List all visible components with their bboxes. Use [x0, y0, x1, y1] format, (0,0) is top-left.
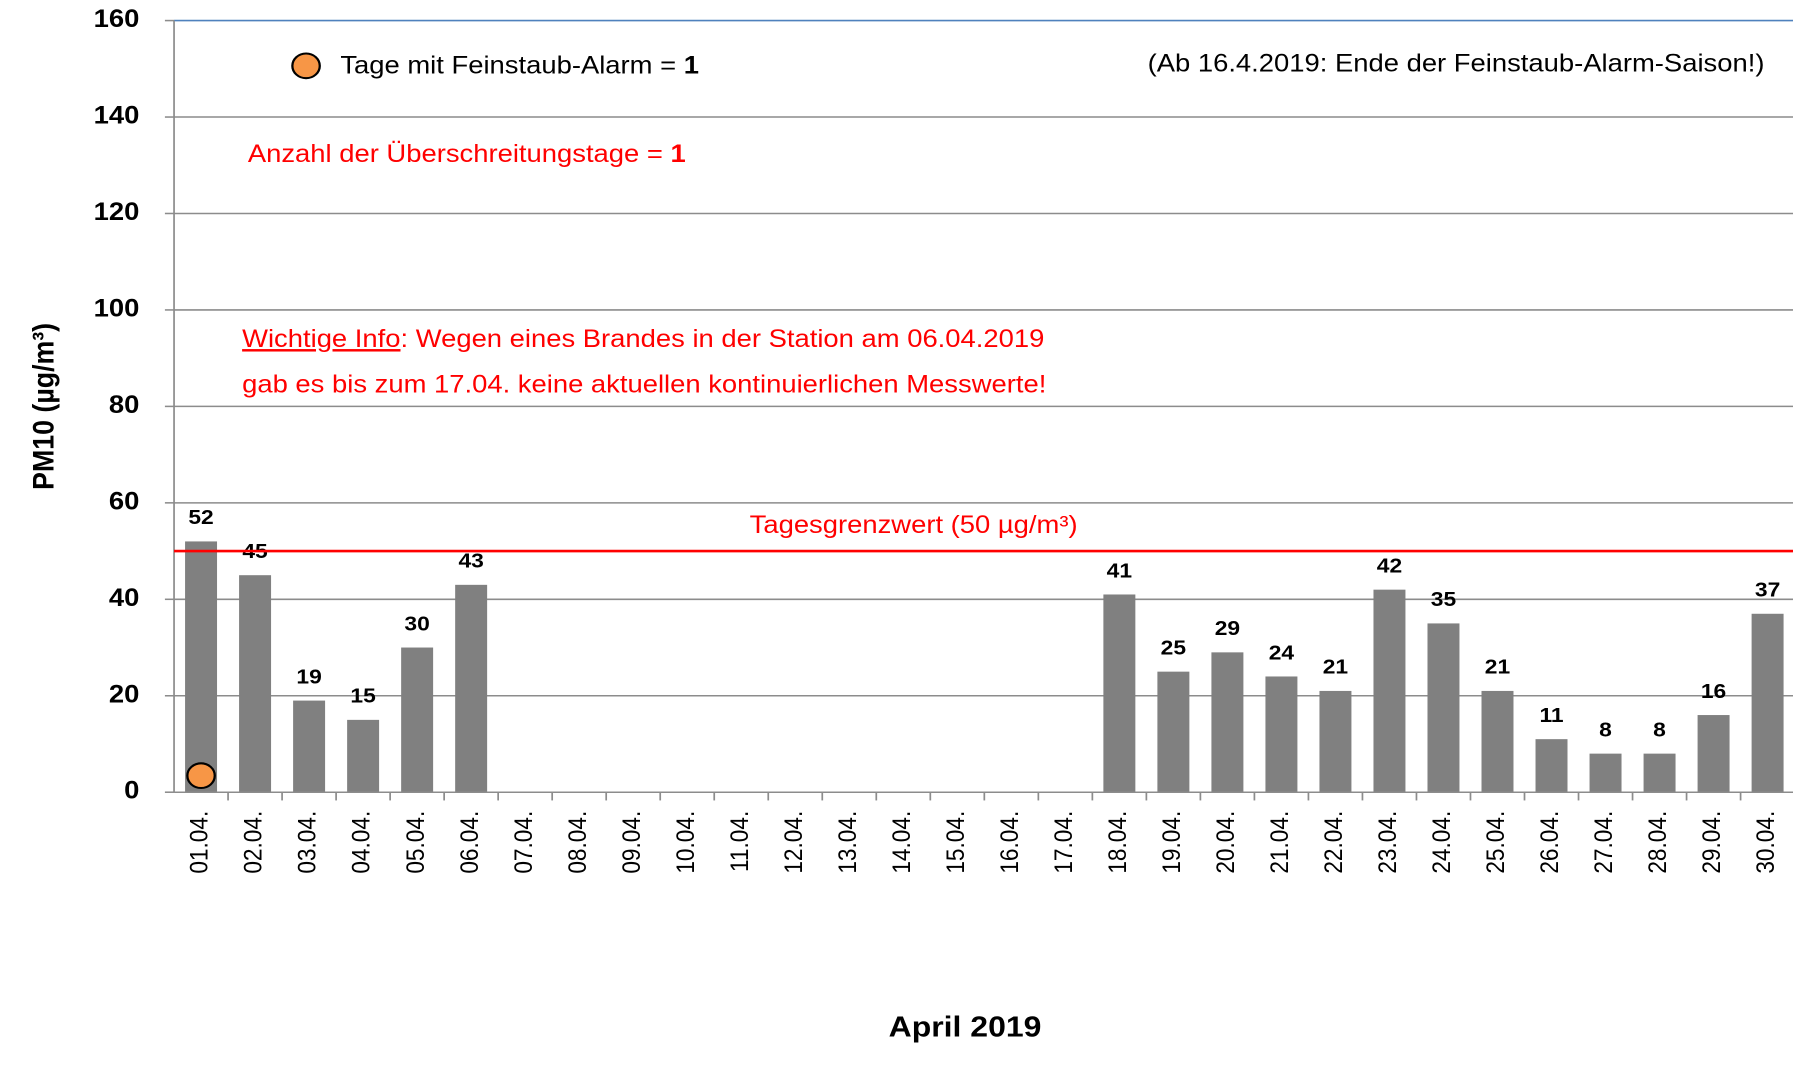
x-tick-label: 02.04.: [240, 811, 268, 874]
x-tick-label: 13.04.: [834, 811, 862, 874]
x-tick-label: 17.04.: [1050, 811, 1078, 874]
data-label: 8: [1653, 717, 1666, 741]
bar: [455, 584, 488, 793]
data-label: 8: [1599, 717, 1612, 741]
bar: [1697, 715, 1730, 793]
info-text: : Wegen eines Brandes in der Station am …: [401, 324, 1045, 352]
data-label: 42: [1377, 554, 1402, 578]
x-tick-label: 26.04.: [1536, 811, 1564, 874]
x-tick-label: 07.04.: [510, 811, 538, 874]
x-tick-label: 09.04.: [618, 811, 646, 874]
x-tick-label: 28.04.: [1644, 811, 1672, 874]
data-label: 15: [350, 684, 375, 708]
bar: [1103, 594, 1136, 793]
x-tick-label: 01.04.: [186, 811, 214, 874]
data-label: 29: [1215, 616, 1240, 640]
x-tick-label: 04.04.: [348, 811, 376, 874]
data-label: 41: [1107, 558, 1132, 582]
x-tick-label: 18.04.: [1104, 811, 1132, 874]
exceedance-note: Anzahl der Überschreitungstage = 1: [248, 139, 686, 167]
y-tick-label: 0: [124, 776, 139, 804]
bar: [1427, 623, 1460, 793]
alarm-legend-text: Tage mit Feinstaub-Alarm =: [340, 51, 676, 79]
x-tick-label: 14.04.: [888, 811, 916, 874]
bar: [347, 719, 380, 793]
data-label: 24: [1269, 640, 1294, 664]
y-tick-label: 20: [109, 680, 139, 708]
y-tick-label: 60: [109, 487, 139, 515]
x-tick-label: 29.04.: [1698, 811, 1726, 874]
bar: [293, 700, 326, 793]
y-tick-label: 140: [94, 101, 140, 129]
alarm-legend: Tage mit Feinstaub-Alarm = 1: [340, 51, 699, 79]
y-tick-label: 80: [109, 390, 139, 418]
bar: [1481, 690, 1514, 793]
x-tick-label: 30.04.: [1752, 811, 1780, 874]
data-label: 25: [1161, 636, 1186, 660]
x-tick-label: 15.04.: [942, 811, 970, 874]
x-tick-label: 23.04.: [1374, 811, 1402, 874]
info-line: Wichtige Info: Wegen eines Brandes in de…: [242, 324, 1044, 352]
exceedance-count: 1: [671, 139, 686, 167]
season-note: (Ab 16.4.2019: Ende der Feinstaub-Alarm-…: [1148, 49, 1765, 77]
x-tick-label: 08.04.: [564, 811, 592, 874]
data-label: 35: [1431, 587, 1456, 611]
data-label: 21: [1323, 655, 1348, 679]
bar: [1157, 671, 1190, 793]
data-label: 30: [404, 611, 429, 635]
x-tick-label: 27.04.: [1590, 811, 1618, 874]
bar: [185, 541, 218, 793]
bar: [1751, 613, 1784, 793]
exceedance-text: Anzahl der Überschreitungstage =: [248, 139, 663, 167]
data-label: 19: [296, 664, 321, 688]
x-tick-label: 10.04.: [672, 811, 700, 874]
bar: [239, 575, 272, 793]
x-tick-label: 16.04.: [996, 811, 1024, 874]
threshold-label: Tagesgrenzwert (50 µg/m³): [750, 510, 1078, 538]
x-tick-label: 11.04.: [726, 811, 754, 872]
alarm-marker: [186, 762, 216, 790]
data-label: 37: [1755, 578, 1780, 602]
alarm-legend-marker: [291, 52, 321, 80]
bar: [1535, 739, 1568, 793]
x-tick-label: 05.04.: [402, 811, 430, 874]
x-tick-label: 03.04.: [294, 811, 322, 874]
info-line: gab es bis zum 17.04. keine aktuellen ko…: [242, 370, 1046, 398]
y-tick-label: 120: [94, 197, 140, 225]
x-axis-title: April 2019: [889, 1011, 1042, 1043]
x-tick-label: 22.04.: [1320, 811, 1348, 874]
bar: [1589, 753, 1622, 793]
info-link[interactable]: Wichtige Info: [242, 324, 400, 352]
y-tick-label: 160: [94, 4, 140, 32]
data-label: 52: [188, 505, 213, 529]
y-tick-label: 40: [109, 583, 139, 611]
x-tick-label: 25.04.: [1482, 811, 1510, 874]
bar: [1643, 753, 1676, 793]
bar: [1373, 589, 1406, 793]
x-tick-label: 21.04.: [1266, 811, 1294, 874]
alarm-count: 1: [684, 51, 699, 79]
x-tick-label: 12.04.: [780, 811, 808, 874]
y-axis-title: PM10 (µg/m³): [26, 323, 60, 490]
data-label: 16: [1701, 679, 1726, 703]
data-label: 43: [458, 549, 483, 573]
bar: [1211, 652, 1244, 793]
bar: [401, 647, 434, 793]
bar: [1319, 690, 1352, 793]
bar: [1265, 676, 1298, 793]
x-tick-label: 20.04.: [1212, 811, 1240, 874]
data-label: 11: [1539, 703, 1563, 727]
y-tick-label: 100: [94, 294, 140, 322]
x-tick-label: 06.04.: [456, 811, 484, 874]
data-label: 21: [1485, 655, 1510, 679]
x-tick-label: 19.04.: [1158, 811, 1186, 874]
x-tick-label: 24.04.: [1428, 811, 1456, 874]
